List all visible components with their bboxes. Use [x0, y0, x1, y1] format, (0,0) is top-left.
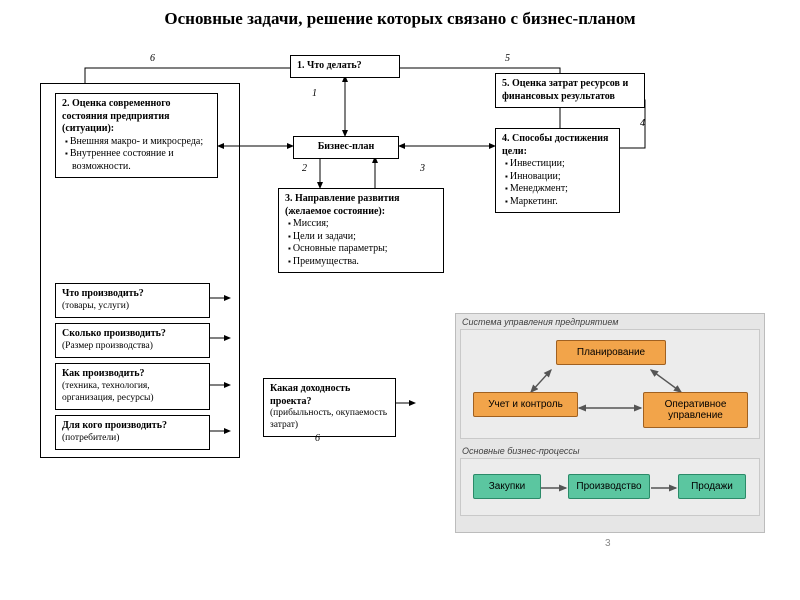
box-q-how: Как производить? (техника, технология, о…: [55, 363, 210, 409]
box-ways-title: 4. Способы достижения цели:: [502, 133, 613, 158]
box-what-to-do-title: 1. Что делать?: [297, 60, 362, 71]
box-assessment-title: 2. Оценка современного состояния предпри…: [62, 98, 211, 136]
box-assessment: 2. Оценка современного состояния предпри…: [55, 93, 218, 178]
bullet-item: Маркетинг.: [502, 196, 613, 209]
box-eval-results-title: 5. Оценка затрат ресурсов и финансовых р…: [502, 78, 628, 102]
box-ways: 4. Способы достижения цели: Инвестиции;И…: [495, 128, 620, 213]
box-q-whom: Для кого производить? (потребители): [55, 415, 210, 449]
mini-box-oper: Оперативное управление: [643, 392, 748, 428]
edge-label-6b: 6: [315, 433, 320, 444]
bullet-item: Цели и задачи;: [285, 231, 437, 244]
edge-label-3: 3: [420, 163, 425, 174]
mini-box-control: Учет и контроль: [473, 392, 578, 417]
mini-sec2: Закупки Производство Продажи: [460, 458, 760, 516]
box-q-what-title: Что производить?: [62, 288, 203, 301]
box-q-how-much: Сколько производить? (Размер производств…: [55, 323, 210, 357]
box-q-what-sub: (товары, услуги): [62, 301, 203, 313]
bullet-item: Основные параметры;: [285, 243, 437, 256]
box-what-to-do: 1. Что делать?: [290, 55, 400, 78]
edge-label-5: 5: [505, 53, 510, 64]
bullet-item: Миссия;: [285, 218, 437, 231]
box-business-plan-title: Бизнес-план: [318, 141, 375, 152]
mini-diagram: Система управления предприятием Планиров…: [455, 313, 765, 533]
page-number: 3: [605, 538, 611, 549]
mini-sec2-title: Основные бизнес-процессы: [456, 443, 764, 456]
box-direction: 3. Направление развития (желаемое состоя…: [278, 188, 444, 273]
mini-box-planning: Планирование: [556, 340, 666, 365]
bullet-item: Менеджмент;: [502, 183, 613, 196]
mini-sec1-title: Система управления предприятием: [456, 314, 764, 327]
box-q-profit-sub: (прибыльность, окупаемость затрат): [270, 408, 389, 432]
bullet-item: Внешняя макро- и микросреда;: [62, 136, 211, 149]
mini-box-purch: Закупки: [473, 474, 541, 499]
box-q-how-much-title: Сколько производить?: [62, 328, 203, 341]
edge-label-1: 1: [312, 88, 317, 99]
box-q-profit: Какая доходность проекта? (прибыльность,…: [263, 378, 396, 437]
mini-box-sales: Продажи: [678, 474, 746, 499]
edge-label-4: 4: [640, 118, 645, 129]
bullet-item: Инвестиции;: [502, 158, 613, 171]
mini-sec1: Планирование Учет и контроль Оперативное…: [460, 329, 760, 439]
bullet-item: Преимущества.: [285, 256, 437, 269]
bullet-item: Инновации;: [502, 171, 613, 184]
box-direction-title: 3. Направление развития (желаемое состоя…: [285, 193, 437, 218]
edge-label-6a: 6: [150, 53, 155, 64]
box-q-how-sub: (техника, технология, организация, ресур…: [62, 381, 203, 405]
edge-label-2: 2: [302, 163, 307, 174]
box-q-how-much-sub: (Размер производства): [62, 341, 203, 353]
bullet-item: Внутреннее состояние и возможности.: [62, 148, 211, 173]
box-eval-results: 5. Оценка затрат ресурсов и финансовых р…: [495, 73, 645, 108]
mini-box-prod: Производство: [568, 474, 650, 499]
page-title: Основные задачи, решение которых связано…: [0, 0, 800, 33]
diagram-canvas: 1. Что делать? Бизнес-план 2. Оценка сов…: [0, 33, 800, 573]
box-q-profit-title: Какая доходность проекта?: [270, 383, 389, 408]
box-q-whom-sub: (потребители): [62, 433, 203, 445]
box-q-what: Что производить? (товары, услуги): [55, 283, 210, 317]
box-business-plan: Бизнес-план: [293, 136, 399, 159]
box-q-whom-title: Для кого производить?: [62, 420, 203, 433]
box-q-how-title: Как производить?: [62, 368, 203, 381]
